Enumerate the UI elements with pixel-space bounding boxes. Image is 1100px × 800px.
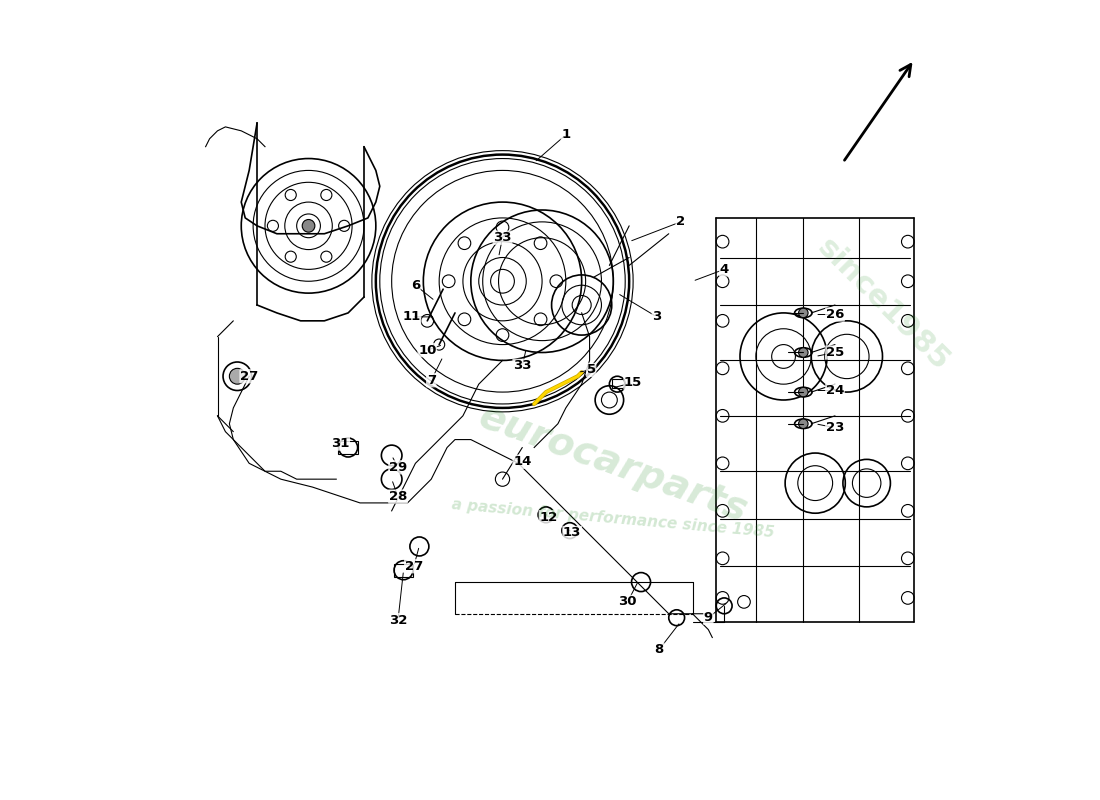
Text: 33: 33 — [513, 359, 531, 373]
Text: 3: 3 — [652, 310, 661, 323]
Text: 27: 27 — [240, 370, 258, 382]
Circle shape — [230, 368, 245, 384]
Circle shape — [267, 220, 278, 231]
Text: 2: 2 — [676, 215, 685, 228]
Circle shape — [442, 275, 455, 287]
Circle shape — [339, 220, 350, 231]
Text: a passion for performance since 1985: a passion for performance since 1985 — [451, 497, 776, 540]
Circle shape — [285, 190, 296, 201]
Text: 13: 13 — [563, 526, 582, 539]
Text: 23: 23 — [826, 422, 844, 434]
Circle shape — [458, 237, 471, 250]
Circle shape — [535, 237, 547, 250]
Text: 14: 14 — [513, 455, 531, 468]
Circle shape — [458, 313, 471, 326]
Circle shape — [799, 419, 808, 429]
Text: 11: 11 — [403, 310, 420, 323]
Text: 25: 25 — [826, 346, 844, 359]
Circle shape — [302, 219, 315, 232]
Text: 27: 27 — [405, 560, 424, 573]
Text: 15: 15 — [624, 376, 642, 389]
Text: 5: 5 — [586, 363, 596, 377]
Text: 31: 31 — [331, 437, 350, 450]
Text: 4: 4 — [719, 263, 729, 276]
Circle shape — [321, 251, 332, 262]
Bar — [338, 441, 359, 454]
Circle shape — [496, 329, 509, 342]
Text: 12: 12 — [539, 510, 558, 524]
Text: 33: 33 — [493, 231, 512, 244]
Text: 6: 6 — [410, 278, 420, 292]
Circle shape — [799, 387, 808, 397]
Circle shape — [285, 251, 296, 262]
Bar — [612, 378, 625, 388]
Text: 7: 7 — [427, 374, 436, 386]
Circle shape — [496, 221, 509, 234]
Text: since1985: since1985 — [811, 233, 955, 377]
Text: 30: 30 — [618, 595, 637, 608]
Text: 29: 29 — [389, 461, 407, 474]
Circle shape — [535, 313, 547, 326]
Circle shape — [550, 275, 563, 287]
Circle shape — [799, 308, 808, 318]
Text: 24: 24 — [826, 384, 844, 397]
Text: 8: 8 — [654, 643, 664, 656]
Text: 9: 9 — [704, 611, 713, 624]
Text: eurocarparts: eurocarparts — [474, 397, 752, 530]
Bar — [394, 564, 412, 577]
Circle shape — [799, 348, 808, 358]
Text: 32: 32 — [388, 614, 407, 626]
Text: 1: 1 — [561, 128, 571, 142]
Text: 10: 10 — [418, 344, 437, 357]
Circle shape — [321, 190, 332, 201]
Text: 28: 28 — [388, 490, 407, 503]
Text: 26: 26 — [826, 308, 844, 321]
